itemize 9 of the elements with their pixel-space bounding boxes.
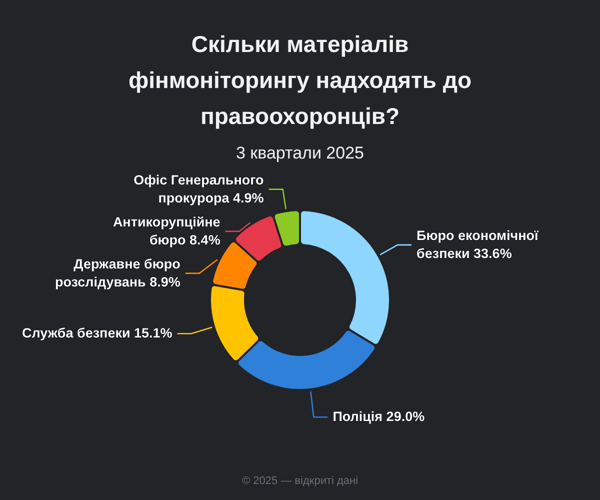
chart-subtitle: 3 квартали 2025: [236, 143, 364, 162]
slice-label: Антикорупційне бюро 8.4%: [112, 214, 221, 247]
text: © 2025 — відкриті дані: [242, 474, 358, 487]
slice-label: Державне бюро розслідувань 8.9%: [54, 256, 180, 289]
slice-label: Поліція 29.0%: [332, 408, 425, 424]
chart-title: Скільки матеріалів фінмоніторингу надходять до правоохоронців?: [128, 31, 472, 130]
slice-label: Офіс Генерального прокурора 4.9%: [134, 172, 264, 205]
slice-label: Бюро економічної безпеки 33.6%: [416, 227, 540, 260]
slice-label: Служба безпеки 15.1%: [22, 325, 172, 340]
